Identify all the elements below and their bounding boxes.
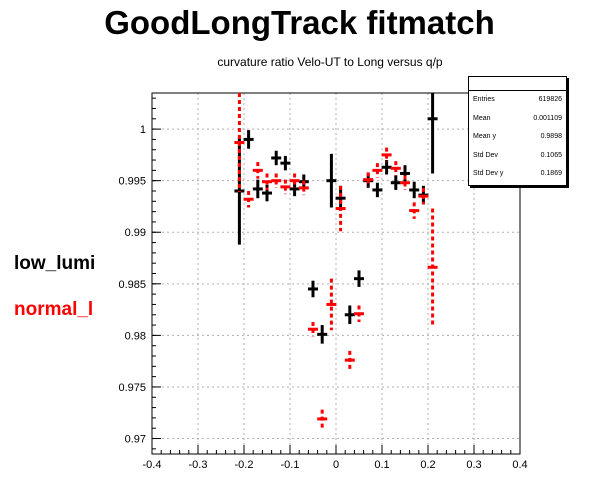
stats-value: 0.9898	[540, 133, 562, 141]
data-point	[381, 160, 392, 175]
stats-value: 0.001109	[533, 114, 562, 122]
data-point	[363, 172, 374, 187]
data-point	[234, 137, 245, 245]
data-point	[271, 173, 282, 188]
data-point	[289, 173, 300, 188]
data-point	[372, 163, 383, 178]
stats-row: Mean 0.001109	[469, 110, 566, 129]
y-tick-label: 1	[140, 124, 146, 136]
x-tick-label: -0.2	[235, 459, 254, 471]
stats-key: Entries	[473, 96, 495, 103]
data-point	[252, 179, 263, 199]
legend-normal: normal_l	[14, 299, 94, 320]
stats-key: Std Dev	[473, 151, 498, 159]
x-tick-label: 0.4	[512, 459, 527, 471]
data-point	[317, 325, 328, 344]
data-point	[354, 305, 364, 322]
stats-key: Std Dev y	[473, 170, 504, 178]
data-point	[252, 162, 263, 179]
data-point	[234, 93, 245, 193]
x-tick-label: -0.4	[143, 459, 162, 471]
y-tick-label: 0.975	[118, 382, 146, 394]
data-point	[280, 155, 291, 171]
x-tick-label: 0.3	[466, 459, 481, 471]
grid	[152, 93, 520, 454]
data-point	[344, 350, 355, 370]
data-point	[317, 409, 328, 429]
data-point	[354, 270, 364, 287]
data-point	[262, 184, 272, 202]
stats-box-header	[469, 77, 566, 91]
data-point	[390, 161, 401, 176]
stats-row: Std Dev 0.1065	[469, 147, 566, 166]
data-point	[427, 93, 438, 174]
data-point	[262, 173, 272, 190]
series-normal_l	[234, 93, 438, 429]
stats-box: Entries 619826 Mean 0.001109 Mean y 0.9898 Std…	[468, 76, 567, 186]
stats-key: Mean y	[473, 133, 496, 141]
x-tick-label: -0.3	[189, 459, 208, 471]
stats-row: Std Dev y 0.1869	[469, 165, 566, 184]
x-tick-label: 0.2	[420, 459, 435, 471]
stats-row: Mean y 0.9898	[469, 128, 566, 147]
data-point	[400, 175, 410, 190]
data-point	[326, 278, 337, 331]
data-point	[335, 185, 346, 232]
data-point	[372, 182, 383, 198]
stats-row: Entries 619826	[469, 91, 566, 110]
data-point	[280, 179, 291, 195]
x-tick-label: -0.1	[281, 459, 300, 471]
stats-value: 0.1869	[540, 170, 562, 178]
data-point	[409, 181, 420, 199]
data-point	[298, 180, 309, 196]
y-tick-label: 0.97	[125, 434, 146, 446]
x-tick-label: 0	[333, 459, 339, 471]
data-point	[427, 208, 438, 327]
y-tick-label: 0.995	[118, 176, 146, 188]
x-tick-label: 0.1	[374, 459, 389, 471]
stats-value: 0.1065	[540, 151, 562, 159]
data-point	[271, 150, 282, 166]
data-point	[335, 185, 346, 211]
stats-value: 619826	[538, 96, 562, 103]
stats-key: Mean	[473, 114, 491, 122]
data-point	[243, 190, 254, 208]
data-series	[234, 93, 438, 429]
data-point	[344, 305, 355, 325]
chart-title: GoodLongTrack fitmatch	[104, 4, 495, 41]
y-tick-label: 0.98	[125, 330, 146, 342]
data-point	[326, 153, 337, 208]
axis-ticks: -0.4 -0.3 -0.2 -0.1 0 0.1 0.2 0.3 0.4 0.97 0.975 0.…	[118, 97, 528, 471]
data-point	[409, 202, 420, 219]
data-point	[308, 321, 318, 337]
stats-rows: Entries 619826 Mean 0.001109 Mean y 0.9898 Std…	[469, 91, 566, 184]
data-point	[418, 187, 429, 205]
data-point	[381, 147, 392, 163]
data-point	[308, 280, 318, 298]
data-point	[390, 175, 401, 190]
legend-low-lumi: low_lumi	[14, 253, 96, 274]
y-tick-label: 0.985	[118, 279, 146, 291]
data-point	[243, 130, 254, 149]
y-tick-label: 0.99	[125, 227, 146, 239]
chart-subtitle: curvature ratio Velo-UT to Long versus q…	[217, 55, 443, 69]
